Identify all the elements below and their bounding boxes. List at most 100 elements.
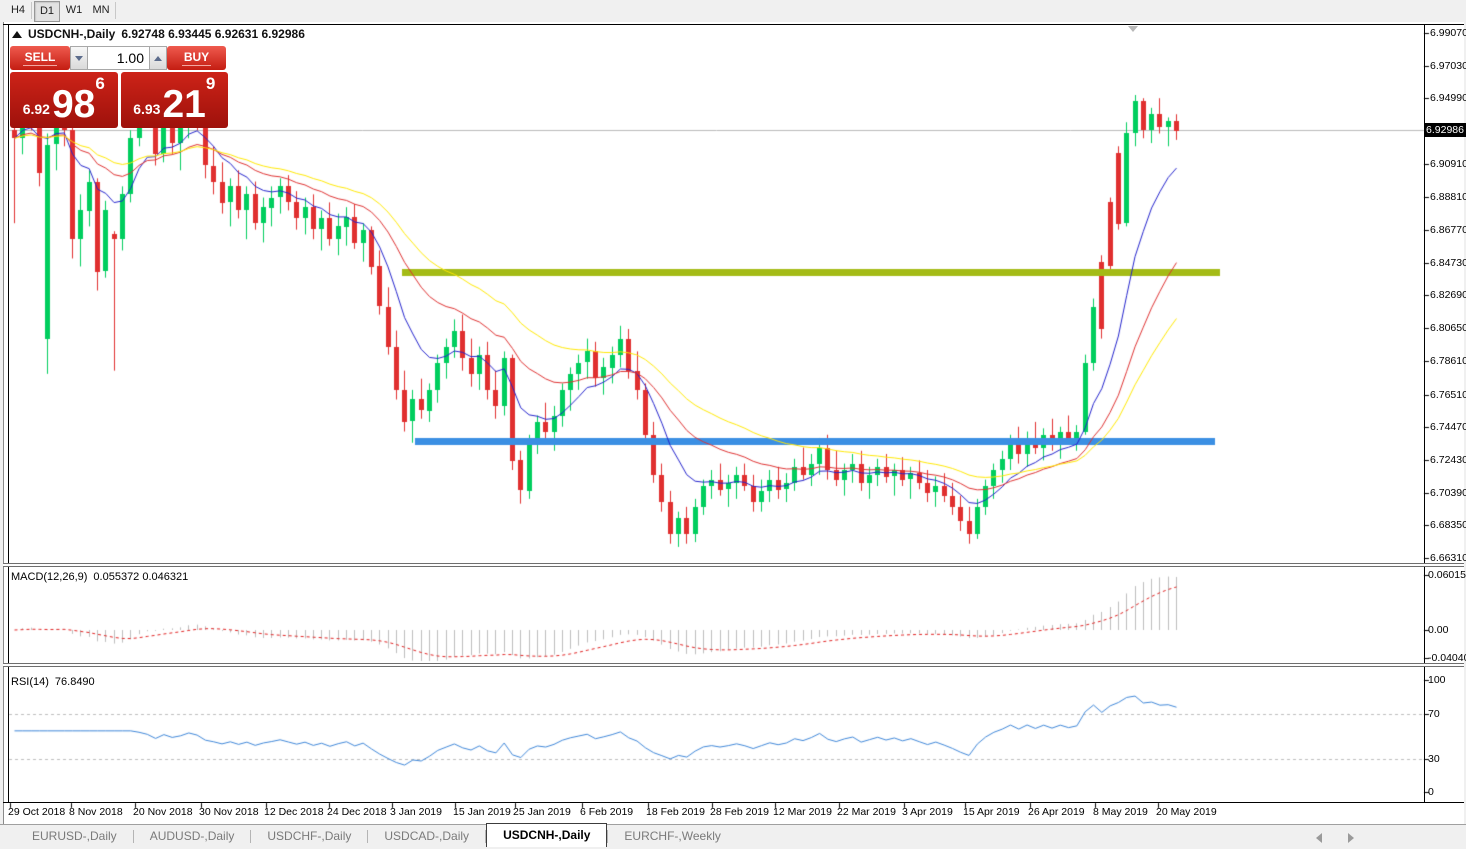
tab-separator [367, 829, 369, 843]
price-axis-line [1424, 24, 1425, 803]
price-axis-label: 6.76510 [1430, 388, 1466, 401]
rsi-header: RSI(14) 76.8490 [11, 676, 101, 688]
price-axis-label: 6.88810 [1430, 191, 1466, 204]
one-click-trading-widget: SELL 1.00 BUY 6.92 98 6 6.93 21 9 [10, 46, 228, 128]
date-label: 25 Jan 2019 [513, 806, 571, 818]
toolbar-separator [115, 2, 116, 19]
price-axis-label: 6.78610 [1430, 354, 1466, 367]
date-label: 26 Apr 2019 [1028, 806, 1085, 818]
tab-separator [485, 829, 487, 843]
macd-header: MACD(12,26,9) 0.055372 0.046321 [11, 571, 194, 583]
panel-splitter[interactable] [3, 663, 1464, 667]
timeframe-d1-button[interactable]: D1 [34, 1, 60, 22]
timeframe-toolbar: H4 D1 W1 MN [0, 0, 1466, 22]
rsi-axis-label: 100 [1428, 674, 1446, 686]
date-label: 12 Mar 2019 [773, 806, 832, 818]
panel-splitter[interactable] [3, 563, 1464, 567]
date-label: 15 Apr 2019 [963, 806, 1020, 818]
date-label: 20 Nov 2018 [133, 806, 193, 818]
chart-tab-eurchf[interactable]: EURCHF-,Weekly [624, 829, 721, 843]
price-axis-label: 6.97030 [1430, 59, 1466, 72]
chart-tab-usdcad[interactable]: USDCAD-,Daily [384, 829, 470, 843]
volume-decrease-button[interactable] [70, 46, 88, 70]
buy-price-base: 6.93 [133, 101, 161, 117]
price-axis-label: 6.90910 [1430, 157, 1466, 170]
buy-price-point: 9 [205, 74, 216, 93]
macd-axis-label: 0.00 [1428, 624, 1449, 636]
volume-input[interactable]: 1.00 [88, 46, 149, 70]
date-label: 30 Nov 2018 [199, 806, 259, 818]
time-axis-line [3, 802, 1464, 803]
chart-tab-bar: EURUSD-,Daily AUDUSD-,Daily USDCHF-,Daily U… [0, 823, 1466, 849]
macd-axis-label: 0.060159 [1428, 569, 1466, 581]
date-label: 6 Feb 2019 [580, 806, 634, 818]
chart-tab-eurusd[interactable]: EURUSD-,Daily [32, 829, 117, 843]
rsi-label: RSI(14) [11, 676, 49, 688]
chart-tab-usdcnh[interactable]: USDCNH-,Daily [486, 823, 608, 847]
chart-tab-usdchf[interactable]: USDCHF-,Daily [267, 829, 352, 843]
symbol-name: USDCNH-,Daily [28, 27, 116, 41]
chart-title: USDCNH-,Daily 6.92748 6.93445 6.92631 6.… [12, 27, 305, 41]
price-axis-label: 6.86770 [1430, 224, 1466, 237]
date-label: 18 Feb 2019 [646, 806, 705, 818]
rsi-axis-label: 70 [1428, 708, 1440, 720]
current-price-label: 6.92986 [1424, 123, 1466, 138]
price-axis-label: 6.82690 [1430, 289, 1466, 302]
date-label: 3 Apr 2019 [902, 806, 953, 818]
date-label: 22 Mar 2019 [837, 806, 896, 818]
price-axis-label: 6.84730 [1430, 256, 1466, 269]
tab-separator [607, 829, 609, 843]
date-label: 8 Nov 2018 [69, 806, 123, 818]
chart-top-border [3, 24, 1464, 25]
sell-button[interactable]: SELL [10, 46, 70, 70]
ohlc-readout: 6.92748 6.93445 6.92631 6.92986 [121, 27, 305, 41]
buy-price-pips: 21 [162, 83, 206, 127]
macd-axis-label: -0.040407 [1428, 652, 1466, 664]
macd-label: MACD(12,26,9) [11, 571, 88, 583]
chevron-down-icon [75, 55, 83, 61]
sell-price-panel[interactable]: 6.92 98 6 [10, 72, 118, 128]
date-label: 29 Oct 2018 [8, 806, 66, 818]
price-axis-label: 6.94990 [1430, 92, 1466, 105]
buy-button[interactable]: BUY [167, 46, 226, 70]
price-axis-label: 6.66310 [1430, 551, 1466, 564]
chevron-up-icon [154, 55, 162, 61]
date-label: 20 May 2019 [1156, 806, 1217, 818]
date-label: 24 Dec 2018 [327, 806, 387, 818]
price-axis-label: 6.80650 [1430, 322, 1466, 335]
scroll-position-icon [1128, 26, 1138, 32]
price-axis-label: 6.70390 [1430, 486, 1466, 499]
tab-scroll-right-icon[interactable] [1348, 833, 1354, 843]
price-axis-label: 6.99070 [1430, 27, 1466, 39]
date-label: 8 May 2019 [1093, 806, 1148, 818]
buy-button-label: BUY [181, 50, 212, 66]
date-label: 15 Jan 2019 [453, 806, 511, 818]
volume-value: 1.00 [116, 50, 144, 66]
sell-price-base: 6.92 [22, 101, 50, 117]
sell-price-pips: 98 [51, 83, 96, 127]
rsi-axis-label: 0 [1428, 786, 1434, 798]
timeframe-mn-button[interactable]: MN [92, 4, 110, 16]
tab-separator [132, 829, 134, 843]
tab-scroll-left-icon[interactable] [1316, 833, 1322, 843]
sell-button-label: SELL [22, 50, 58, 66]
rsi-axis-label: 30 [1428, 753, 1440, 765]
chart-tab-audusd[interactable]: AUDUSD-,Daily [149, 829, 235, 843]
price-axis-label: 6.72430 [1430, 453, 1466, 466]
buy-price-panel[interactable]: 6.93 21 9 [120, 72, 228, 128]
macd-values: 0.055372 0.046321 [93, 571, 189, 583]
volume-increase-button[interactable] [149, 46, 167, 70]
date-label: 28 Feb 2019 [710, 806, 769, 818]
date-label: 12 Dec 2018 [264, 806, 324, 818]
timeframe-h4-button[interactable]: H4 [10, 4, 26, 16]
rsi-values: 76.8490 [54, 676, 95, 688]
sell-price-point: 6 [95, 74, 105, 93]
date-label: 3 Jan 2019 [390, 806, 442, 818]
toolbar-separator [31, 2, 32, 19]
price-axis-label: 6.74470 [1430, 421, 1466, 434]
timeframe-w1-button[interactable]: W1 [65, 4, 83, 16]
chart-left-border [8, 24, 9, 803]
tab-separator [250, 829, 252, 843]
